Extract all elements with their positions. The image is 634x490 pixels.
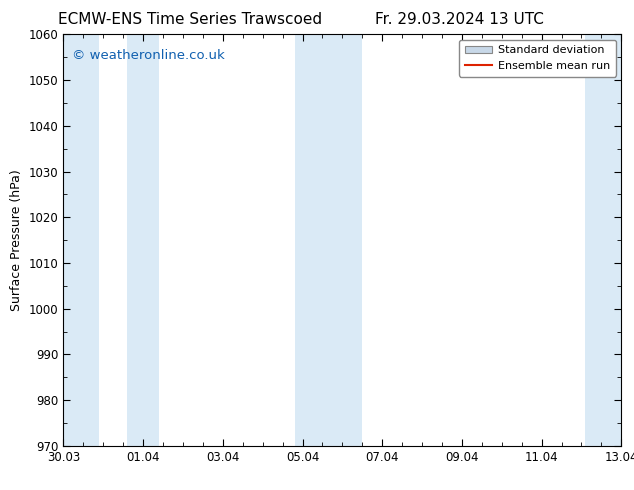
Text: ECMW-ENS Time Series Trawscoed: ECMW-ENS Time Series Trawscoed — [58, 12, 322, 27]
Bar — [585, 34, 625, 446]
Y-axis label: Surface Pressure (hPa): Surface Pressure (hPa) — [10, 169, 23, 311]
Bar — [295, 34, 362, 446]
Text: © weatheronline.co.uk: © weatheronline.co.uk — [72, 49, 224, 62]
Text: Fr. 29.03.2024 13 UTC: Fr. 29.03.2024 13 UTC — [375, 12, 544, 27]
Bar — [127, 34, 159, 446]
Bar — [60, 34, 100, 446]
Legend: Standard deviation, Ensemble mean run: Standard deviation, Ensemble mean run — [459, 40, 616, 76]
